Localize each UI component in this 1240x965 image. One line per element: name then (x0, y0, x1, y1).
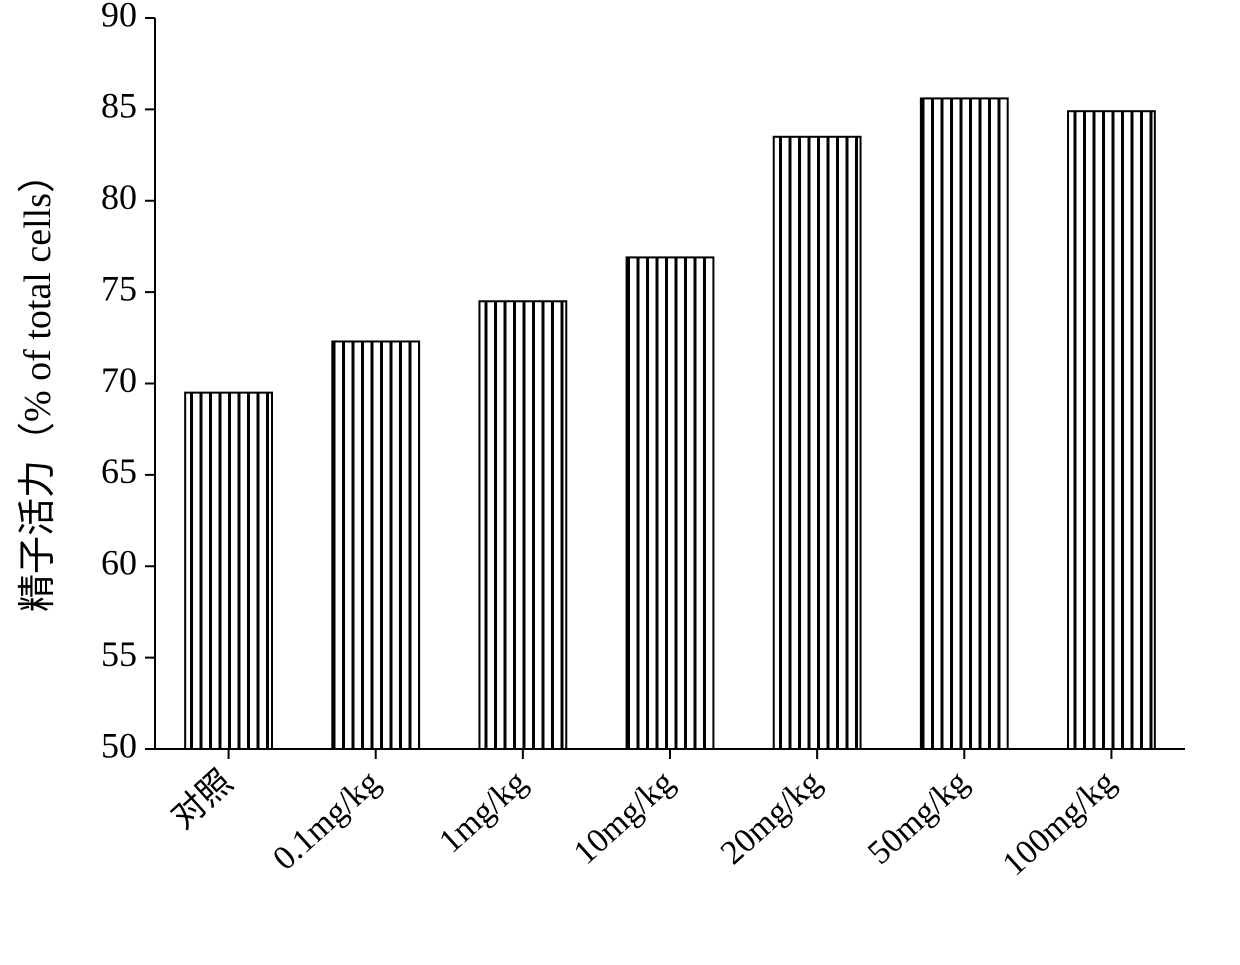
bar (921, 98, 1008, 749)
y-tick-label: 70 (101, 360, 137, 400)
bar (332, 341, 419, 749)
y-tick-label: 75 (101, 268, 137, 308)
chart-svg: 50 55 60 65 70 75 80 85 90 精子活力（% of total cells）… (0, 0, 1240, 960)
bar (774, 137, 861, 749)
bar (627, 257, 714, 749)
y-axis-label: 精子活力（% of total cells） (17, 155, 59, 612)
y-tick-label: 90 (101, 0, 137, 34)
y-tick-label: 80 (101, 177, 137, 217)
bar (479, 301, 566, 749)
y-tick-label: 85 (101, 86, 137, 126)
bar (1068, 111, 1155, 749)
y-tick-label: 55 (101, 634, 137, 674)
y-tick-label: 60 (101, 543, 137, 583)
bar-chart: 50 55 60 65 70 75 80 85 90 精子活力（% of total cells）… (0, 0, 1240, 960)
bar (185, 393, 272, 749)
y-tick-label: 65 (101, 451, 137, 491)
y-tick-label: 50 (101, 725, 137, 765)
